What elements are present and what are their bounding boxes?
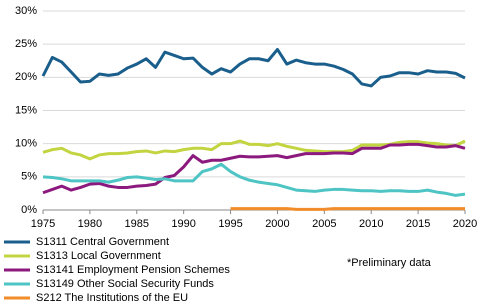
legend-label: S1311 Central Government	[36, 236, 169, 248]
y-tick-label: 25%	[15, 38, 37, 50]
annotation: *Preliminary data	[347, 257, 432, 269]
series-line	[230, 207, 465, 211]
x-tick-label: 1980	[78, 218, 102, 230]
y-tick-label: 5%	[21, 171, 37, 183]
legend-label: S13141 Employment Pension Schemes	[36, 264, 230, 276]
series-line	[42, 162, 466, 197]
y-tick-label: 10%	[15, 138, 37, 150]
series-line	[42, 142, 466, 195]
x-tick-label: 2015	[406, 218, 430, 230]
series-line	[41, 47, 466, 88]
y-tick-label: 15%	[15, 104, 37, 116]
series-line	[42, 139, 466, 161]
x-tick-label: 1995	[218, 218, 242, 230]
legend-label: S212 The Institutions of the EU	[36, 292, 188, 302]
legend-label: S1313 Local Government	[36, 250, 161, 262]
y-tick-label: 30%	[15, 5, 37, 17]
x-tick-label: 1975	[31, 218, 55, 230]
x-tick-label: 2010	[359, 218, 383, 230]
x-tick-label: 1985	[125, 218, 149, 230]
x-tick-label: 2005	[312, 218, 336, 230]
y-tick-label: 0%	[21, 204, 37, 216]
legend-label: S13149 Other Social Security Funds	[36, 278, 214, 290]
y-tick-label: 20%	[15, 71, 37, 83]
x-tick-label: 2020	[453, 218, 477, 230]
x-tick-label: 1990	[171, 218, 195, 230]
x-tick-label: 2000	[265, 218, 289, 230]
